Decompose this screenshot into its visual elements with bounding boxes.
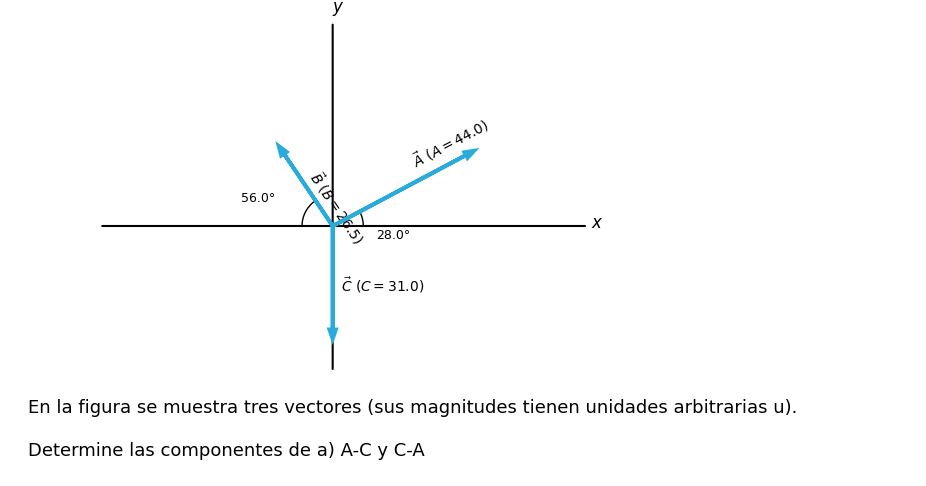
Text: $x$: $x$ — [592, 214, 604, 232]
FancyArrow shape — [279, 146, 332, 226]
Text: $\vec{B}$ $(B = 26.5)$: $\vec{B}$ $(B = 26.5)$ — [306, 168, 369, 248]
Text: $\vec{C}$ $(C = 31.0)$: $\vec{C}$ $(C = 31.0)$ — [342, 275, 425, 295]
Text: En la figura se muestra tres vectores (sus magnitudes tienen unidades arbitraria: En la figura se muestra tres vectores (s… — [28, 399, 797, 417]
Text: 28.0°: 28.0° — [377, 229, 410, 242]
Text: $y$: $y$ — [332, 0, 344, 18]
FancyArrow shape — [330, 226, 336, 339]
Text: 56.0°: 56.0° — [242, 192, 275, 205]
Text: Determine las componentes de a) A-C y C-A: Determine las componentes de a) A-C y C-… — [28, 442, 424, 460]
FancyArrow shape — [332, 151, 474, 226]
Text: $\vec{A}$ $(A = 44.0)$: $\vec{A}$ $(A = 44.0)$ — [409, 115, 493, 172]
